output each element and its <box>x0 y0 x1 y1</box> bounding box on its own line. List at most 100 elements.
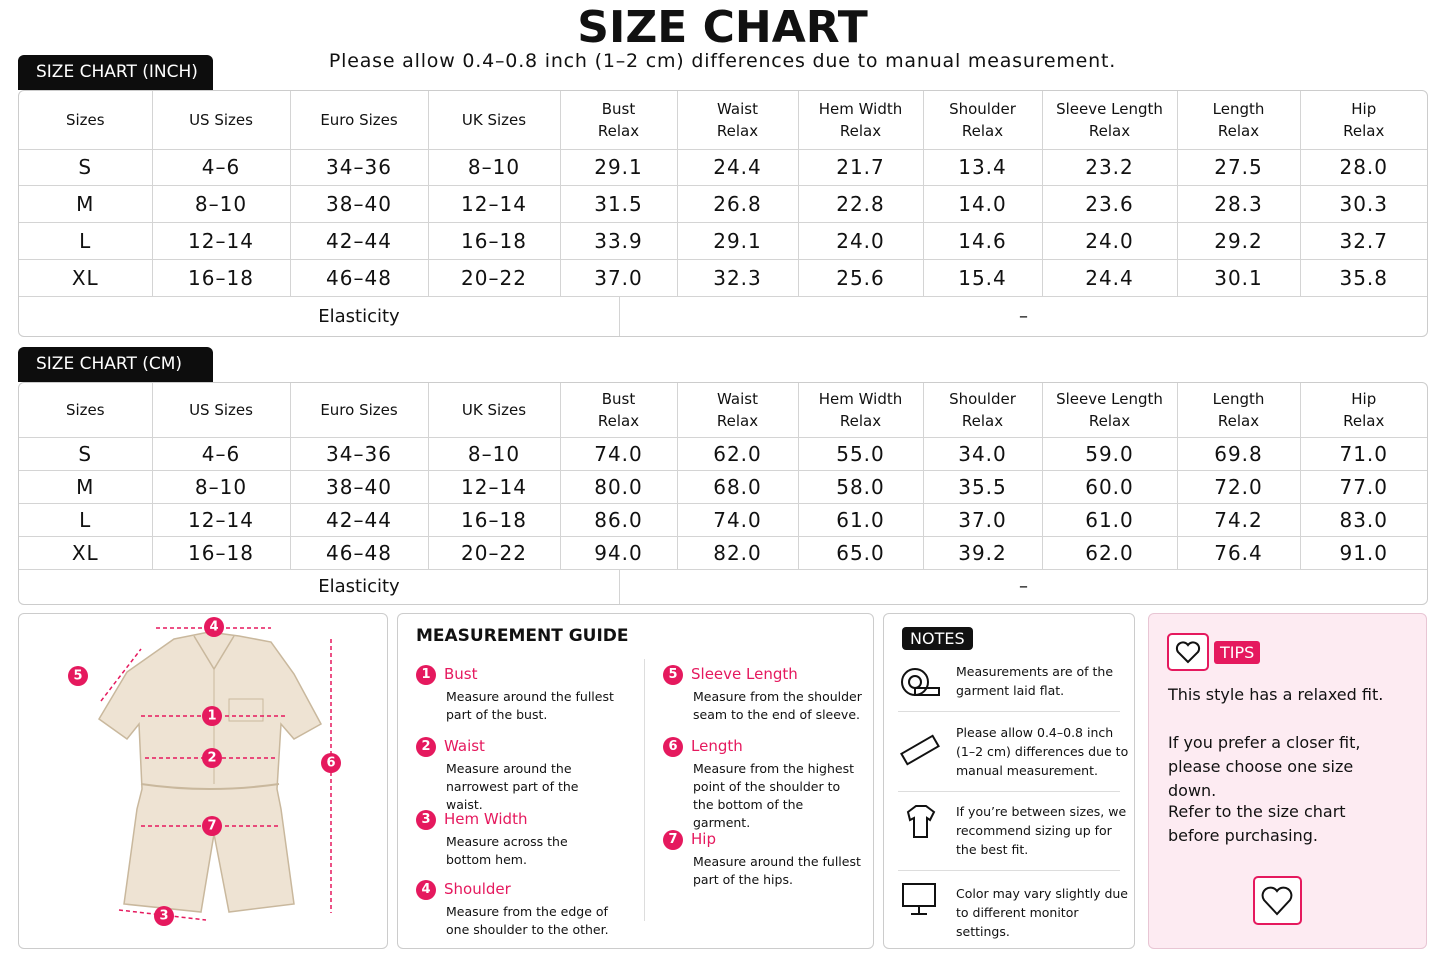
tips-label: TIPS <box>1214 641 1261 664</box>
cell: 28.0 <box>1300 149 1427 187</box>
header-cell: Sleeve Length Relax <box>1042 91 1178 150</box>
table-tab: SIZE CHART (CM) <box>18 347 213 382</box>
guide-item: 2 Waist Measure around the narrowest part … <box>416 736 616 814</box>
header-cell: Length Relax <box>1177 383 1301 438</box>
note-text: Measurements are of the garment laid fla… <box>956 664 1114 698</box>
header-cell: US Sizes <box>152 91 291 150</box>
guide-name: Waist <box>444 737 485 755</box>
guide-item: 5 Sleeve Length Measure from the shoulder … <box>663 664 863 724</box>
cell: 4–6 <box>152 149 291 187</box>
header-line: Relax <box>1343 121 1385 140</box>
guide-text: Measure from the edge of one shoulder to… <box>446 903 609 937</box>
header-cell: Waist Relax <box>677 91 799 150</box>
cell: XL <box>19 536 153 570</box>
guide-item: 3 Hem Width Measure across the bottom hem. <box>416 809 616 869</box>
cell: 74.2 <box>1177 503 1301 537</box>
marker: 7 <box>207 819 216 834</box>
guide-title: MEASUREMENT GUIDE <box>416 626 629 646</box>
cell: 14.6 <box>923 222 1043 260</box>
table-tab: SIZE CHART (INCH) <box>18 55 213 90</box>
data-row: M 8–10 38–40 12–14 80.0 68.0 58.0 35.5 60.0 72.0 7… <box>19 470 1427 504</box>
note-text: Please allow 0.4–0.8 inch (1–2 cm) diffe… <box>956 725 1129 778</box>
cell: 35.5 <box>923 470 1043 504</box>
heart-icon <box>1253 876 1302 925</box>
header-line: Hem Width <box>818 389 903 408</box>
header-line: Hip <box>1351 389 1377 408</box>
elasticity-label: Elasticity <box>19 569 620 604</box>
header-cell: Hip Relax <box>1300 383 1427 438</box>
cell: 21.7 <box>798 149 924 187</box>
guide-item: 4 Shoulder Measure from the edge of one sh… <box>416 879 616 939</box>
header-line: Relax <box>1343 411 1385 430</box>
marker: 5 <box>73 669 82 684</box>
cell: 42–44 <box>290 503 429 537</box>
header-row: Sizes US Sizes Euro Sizes UK Sizes Bust Relax… <box>19 383 1427 438</box>
cell: 91.0 <box>1300 536 1427 570</box>
cell: 16–18 <box>152 536 291 570</box>
guide-head: 1 Bust <box>416 664 616 685</box>
header-line: Relax <box>1088 411 1131 430</box>
guide-head: 4 Shoulder <box>416 879 616 900</box>
cell: 74.0 <box>677 503 799 537</box>
cell: 61.0 <box>798 503 924 537</box>
cell: L <box>19 222 153 260</box>
table-section: SIZE CHART (INCH) Sizes US Sizes Euro Sizes… <box>18 55 1428 337</box>
cell: 72.0 <box>1177 470 1301 504</box>
cell: 22.8 <box>798 185 924 223</box>
header-line: Length <box>1212 389 1265 408</box>
cell: 34–36 <box>290 437 429 471</box>
guide-text: Measure across the bottom hem. <box>446 833 568 867</box>
cell: 12–14 <box>428 185 561 223</box>
note-text: Color may vary slightly due to different… <box>956 886 1128 939</box>
notes-label: NOTES <box>902 627 973 650</box>
guide-number: 3 <box>416 809 436 830</box>
cell: 46–48 <box>290 536 429 570</box>
header-line: Relax <box>716 411 759 430</box>
waistband <box>140 783 280 790</box>
divider <box>644 659 645 921</box>
notes-panel: NOTES Measurements are of the garment la… <box>883 613 1135 949</box>
cell: 31.5 <box>560 185 678 223</box>
cell: 12–14 <box>428 470 561 504</box>
cell: 62.0 <box>677 437 799 471</box>
header-line: Relax <box>839 121 882 140</box>
data-row: M 8–10 38–40 12–14 31.5 26.8 22.8 14.0 23.6 28.3 3… <box>19 185 1427 223</box>
header-line: Relax <box>597 411 640 430</box>
tips-panel: TIPS This style has a relaxed fit. If you… <box>1148 613 1427 949</box>
separator <box>898 870 1120 871</box>
cell: 34–36 <box>290 149 429 187</box>
cell: 4–6 <box>152 437 291 471</box>
header-cell: Sizes <box>19 383 153 438</box>
cell: 20–22 <box>428 259 561 297</box>
cell: 8–10 <box>152 470 291 504</box>
cell: 32.7 <box>1300 222 1427 260</box>
cell: S <box>19 149 153 187</box>
data-row: S 4–6 34–36 8–10 74.0 62.0 55.0 34.0 59.0 69.8 71.… <box>19 437 1427 471</box>
table-box: Sizes US Sizes Euro Sizes UK Sizes Bust Relax… <box>18 90 1428 337</box>
guide-number: 4 <box>416 879 436 900</box>
cell: 80.0 <box>560 470 678 504</box>
cell: 29.1 <box>560 149 678 187</box>
cell: 77.0 <box>1300 470 1427 504</box>
cell: 20–22 <box>428 536 561 570</box>
header-line: US Sizes <box>189 400 253 419</box>
cell: 14.0 <box>923 185 1043 223</box>
header-line: Sizes <box>65 110 105 129</box>
note-icons <box>900 668 940 915</box>
guide-number: 6 <box>663 736 683 757</box>
cell: 33.9 <box>560 222 678 260</box>
cell: 8–10 <box>428 149 561 187</box>
header-line: Relax <box>961 411 1004 430</box>
cell: 59.0 <box>1042 437 1178 471</box>
guide-number: 2 <box>416 736 436 757</box>
cell: 12–14 <box>152 503 291 537</box>
guide-head: 2 Waist <box>416 736 616 757</box>
guide-head: 3 Hem Width <box>416 809 616 830</box>
cell: 37.0 <box>560 259 678 297</box>
header-line: Euro Sizes <box>320 400 398 419</box>
data-row: S 4–6 34–36 8–10 29.1 24.4 21.7 13.4 23.2 27.5 28.… <box>19 149 1427 187</box>
cell: 39.2 <box>923 536 1043 570</box>
header-cell: UK Sizes <box>428 91 561 150</box>
data-row: L 12–14 42–44 16–18 33.9 29.1 24.0 14.6 24.0 29.2… <box>19 222 1427 260</box>
guide-head: 7 Hip <box>663 829 863 850</box>
